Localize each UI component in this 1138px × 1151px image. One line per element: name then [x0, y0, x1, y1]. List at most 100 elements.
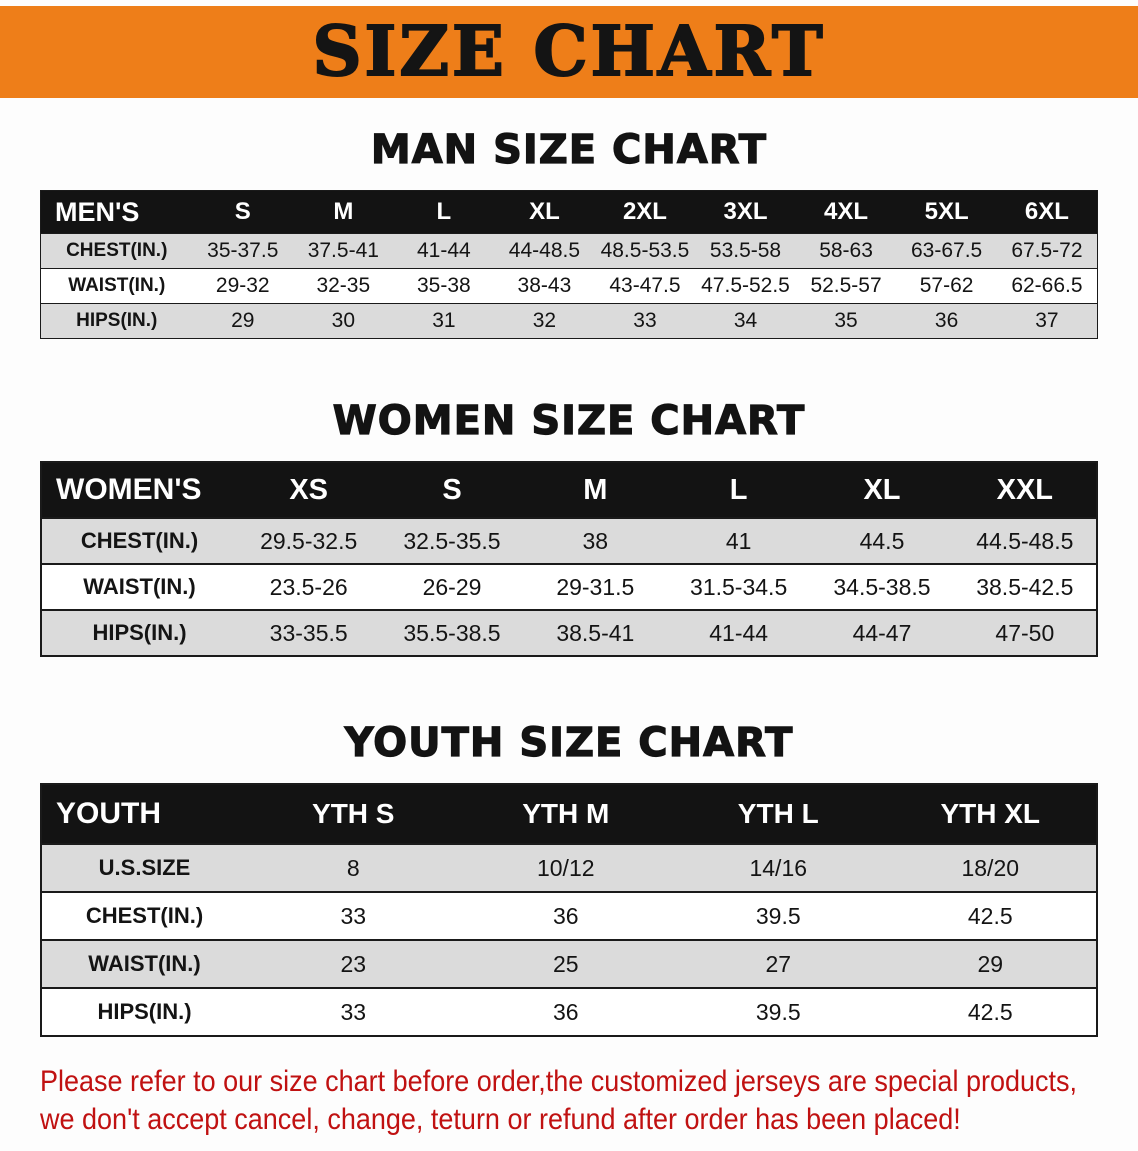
size-cell: 36: [896, 303, 997, 339]
size-cell: 33: [247, 892, 460, 940]
size-cell: 27: [672, 940, 885, 988]
size-cell: 42.5: [884, 892, 1097, 940]
youth-ussize-row: U.S.SIZE 8 10/12 14/16 18/20: [41, 844, 1097, 892]
youth-hips-label: HIPS(IN.): [41, 988, 247, 1036]
size-cell: 32: [494, 303, 595, 339]
size-cell: 67.5-72: [996, 233, 1098, 269]
men-chest-label: CHEST(IN.): [40, 233, 193, 269]
youth-section: YOUTH SIZE CHART YOUTH YTH S YTH M YTH L…: [0, 720, 1138, 1037]
size-cell: 31.5-34.5: [666, 564, 811, 610]
size-cell: 30: [293, 303, 394, 339]
size-cell: 44-47: [810, 610, 954, 656]
size-cell: 44-48.5: [494, 233, 595, 269]
youth-col-header-s: YTH S: [247, 784, 460, 844]
women-section: WOMEN SIZE CHART WOMEN'S XS S M L XL XXL: [0, 398, 1138, 657]
size-cell: 37: [996, 303, 1098, 339]
youth-chest-label: CHEST(IN.): [41, 892, 247, 940]
women-col-header-s: S: [380, 462, 524, 518]
men-waist-row: WAIST(IN.) 29-32 32-35 35-38 38-43 43-47…: [40, 268, 1098, 304]
women-col-header-xl: XL: [810, 462, 954, 518]
men-col-header-xl: XL: [494, 190, 595, 234]
women-chest-label: CHEST(IN.): [41, 518, 237, 564]
youth-col-header-m: YTH M: [459, 784, 672, 844]
men-col-header-m: M: [293, 190, 394, 234]
men-col-header-6xl: 6XL: [996, 190, 1098, 234]
size-cell: 53.5-58: [695, 233, 796, 269]
size-cell: 36: [459, 892, 672, 940]
size-cell: 38.5-41: [523, 610, 667, 656]
banner: SIZE CHART: [0, 6, 1138, 98]
youth-ussize-label: U.S.SIZE: [41, 844, 247, 892]
youth-col-header-xl: YTH XL: [884, 784, 1097, 844]
size-cell: 38-43: [494, 268, 595, 304]
size-cell: 57-62: [896, 268, 997, 304]
youth-section-title: YOUTH SIZE CHART: [344, 720, 794, 766]
size-cell: 39.5: [672, 892, 885, 940]
size-cell: 29: [884, 940, 1097, 988]
size-cell: 38: [523, 518, 667, 564]
youth-header-row: YOUTH YTH S YTH M YTH L YTH XL: [41, 784, 1097, 844]
men-col-header-2xl: 2XL: [594, 190, 696, 234]
size-cell: 47-50: [953, 610, 1097, 656]
men-col-header-l: L: [393, 190, 495, 234]
size-cell: 14/16: [672, 844, 885, 892]
size-cell: 35-38: [393, 268, 495, 304]
women-col-header-m: M: [523, 462, 667, 518]
size-cell: 42.5: [884, 988, 1097, 1036]
youth-size-table: YOUTH YTH S YTH M YTH L YTH XL U.S.SIZE …: [40, 783, 1098, 1037]
men-size-table: MEN'S S M L XL 2XL 3XL 4XL 5XL 6XL CHEST…: [40, 190, 1098, 339]
men-corner-label: MEN'S: [40, 190, 193, 234]
size-cell: 18/20: [884, 844, 1097, 892]
size-cell: 25: [459, 940, 672, 988]
women-chest-row: CHEST(IN.) 29.5-32.5 32.5-35.5 38 41 44.…: [41, 518, 1097, 564]
size-cell: 62-66.5: [996, 268, 1098, 304]
footer-note: Please refer to our size chart before or…: [40, 1063, 1138, 1139]
men-waist-label: WAIST(IN.): [40, 268, 193, 304]
men-col-header-3xl: 3XL: [695, 190, 796, 234]
note-line-2: we don't accept cancel, change, teturn o…: [40, 1103, 961, 1136]
size-cell: 32.5-35.5: [380, 518, 524, 564]
youth-waist-row: WAIST(IN.) 23 25 27 29: [41, 940, 1097, 988]
size-cell: 29-32: [192, 268, 294, 304]
size-cell: 8: [247, 844, 460, 892]
youth-hips-row: HIPS(IN.) 33 36 39.5 42.5: [41, 988, 1097, 1036]
men-section: MAN SIZE CHART MEN'S S M L XL 2XL 3XL 4X…: [0, 127, 1138, 339]
youth-corner-label: YOUTH: [41, 784, 247, 844]
youth-chest-row: CHEST(IN.) 33 36 39.5 42.5: [41, 892, 1097, 940]
size-cell: 43-47.5: [594, 268, 696, 304]
women-size-table: WOMEN'S XS S M L XL XXL CHEST(IN.) 29.5-…: [40, 461, 1098, 657]
size-cell: 48.5-53.5: [594, 233, 696, 269]
men-col-header-s: S: [192, 190, 294, 234]
youth-waist-label: WAIST(IN.): [41, 940, 247, 988]
size-cell: 26-29: [380, 564, 524, 610]
women-header-row: WOMEN'S XS S M L XL XXL: [41, 462, 1097, 518]
women-hips-label: HIPS(IN.): [41, 610, 237, 656]
size-cell: 38.5-42.5: [953, 564, 1097, 610]
men-hips-label: HIPS(IN.): [40, 303, 193, 339]
women-section-title: WOMEN SIZE CHART: [332, 398, 806, 444]
women-col-header-xxl: XXL: [953, 462, 1097, 518]
size-cell: 63-67.5: [896, 233, 997, 269]
size-cell: 34: [695, 303, 796, 339]
women-corner-label: WOMEN'S: [41, 462, 237, 518]
size-cell: 47.5-52.5: [695, 268, 796, 304]
size-cell: 10/12: [459, 844, 672, 892]
size-cell: 36: [459, 988, 672, 1036]
size-cell: 35.5-38.5: [380, 610, 524, 656]
size-cell: 37.5-41: [293, 233, 394, 269]
youth-col-header-l: YTH L: [672, 784, 885, 844]
men-section-title: MAN SIZE CHART: [370, 127, 768, 173]
page-title: SIZE CHART: [311, 12, 826, 92]
size-cell: 33-35.5: [237, 610, 381, 656]
men-header-row: MEN'S S M L XL 2XL 3XL 4XL 5XL 6XL: [40, 190, 1098, 234]
size-cell: 29-31.5: [523, 564, 667, 610]
size-cell: 35-37.5: [192, 233, 294, 269]
note-line-1: Please refer to our size chart before or…: [40, 1065, 1078, 1098]
size-cell: 39.5: [672, 988, 885, 1036]
size-cell: 41: [666, 518, 811, 564]
size-chart-page: SIZE CHART MAN SIZE CHART MEN'S S M L XL…: [0, 6, 1138, 1139]
men-col-header-5xl: 5XL: [896, 190, 997, 234]
men-chest-row: CHEST(IN.) 35-37.5 37.5-41 41-44 44-48.5…: [40, 233, 1098, 269]
size-cell: 44.5-48.5: [953, 518, 1097, 564]
size-cell: 52.5-57: [795, 268, 897, 304]
